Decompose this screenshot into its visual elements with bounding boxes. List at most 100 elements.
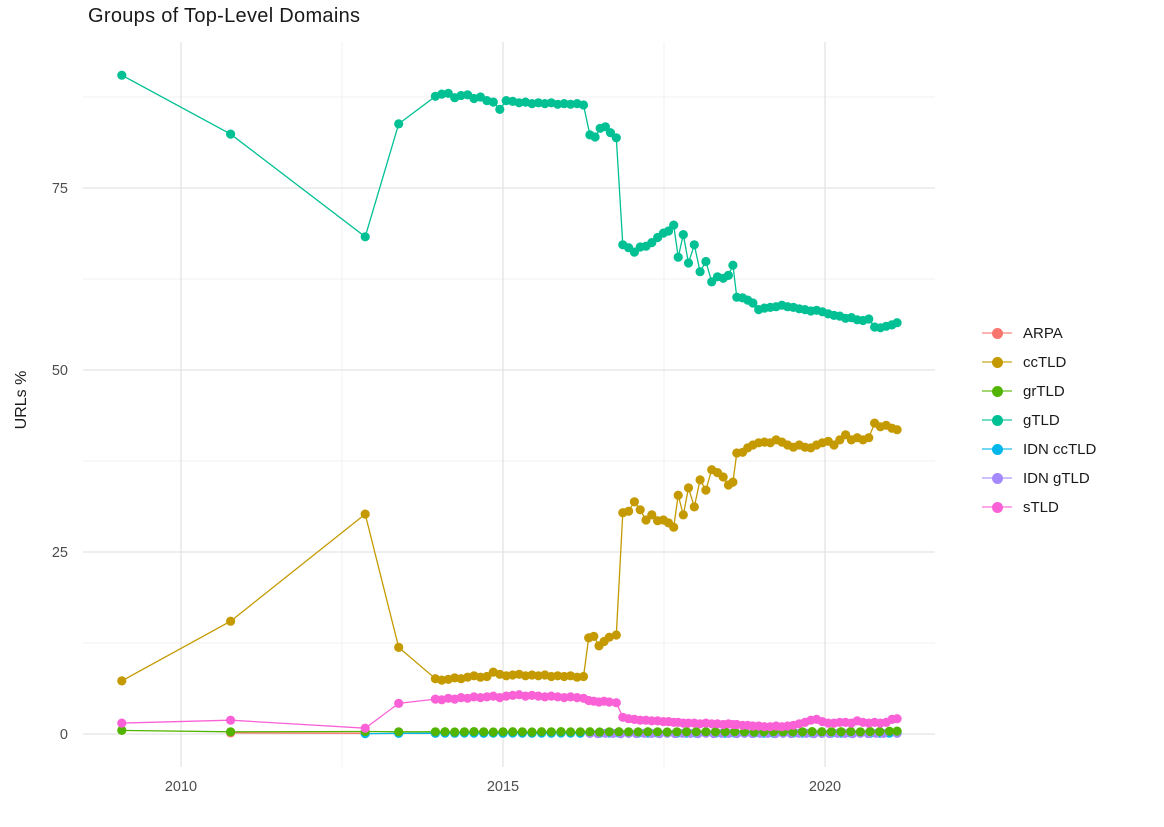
- data-point: [892, 318, 902, 328]
- legend-dot-icon: [992, 415, 1003, 426]
- data-point: [728, 260, 738, 270]
- data-point: [691, 727, 701, 737]
- legend-key-icon: [982, 325, 1012, 341]
- legend-item-arpa: ARPA: [982, 322, 1096, 344]
- legend-label: IDN gTLD: [1023, 469, 1090, 487]
- x-tick-label: 2010: [165, 779, 197, 795]
- legend-dot-icon: [992, 502, 1003, 513]
- data-point: [701, 727, 711, 737]
- data-point: [669, 522, 679, 532]
- x-tick-label: 2020: [809, 779, 841, 795]
- legend-item-gtld: gTLD: [982, 409, 1096, 431]
- data-point: [604, 727, 614, 737]
- data-point: [517, 727, 527, 737]
- data-point: [440, 727, 450, 737]
- data-point: [865, 726, 875, 737]
- data-point: [788, 727, 798, 737]
- data-point: [672, 727, 682, 737]
- data-point: [826, 727, 837, 737]
- data-point: [360, 723, 370, 733]
- data-point: [710, 727, 721, 737]
- legend-key-icon: [982, 354, 1012, 370]
- data-point: [488, 727, 498, 737]
- data-point: [556, 727, 566, 737]
- data-point: [394, 698, 404, 709]
- legend-dot-icon: [992, 328, 1003, 339]
- data-point: [488, 97, 498, 107]
- series-stld: [117, 690, 902, 733]
- data-point: [701, 485, 711, 495]
- y-tick-label: 0: [60, 727, 68, 743]
- data-point: [495, 104, 505, 114]
- series-gtld: [117, 70, 902, 333]
- data-point: [695, 267, 705, 277]
- data-point: [892, 425, 902, 435]
- data-point: [394, 727, 404, 737]
- data-point: [117, 725, 127, 736]
- data-point: [635, 505, 645, 515]
- legend-item-grtld: grTLD: [982, 380, 1096, 402]
- data-point: [585, 727, 595, 737]
- data-point: [479, 727, 489, 737]
- data-point: [689, 502, 699, 512]
- data-point: [807, 727, 817, 737]
- data-point: [537, 727, 547, 737]
- data-point: [681, 727, 692, 737]
- data-point: [469, 727, 479, 737]
- legend-item-idn-cctld: IDN ccTLD: [982, 438, 1096, 460]
- data-point: [701, 256, 711, 267]
- legend-item-idn-gtld: IDN gTLD: [982, 467, 1096, 489]
- data-point: [669, 220, 679, 230]
- data-point: [360, 509, 370, 519]
- legend-item-cctld: ccTLD: [982, 351, 1096, 373]
- data-point: [673, 252, 683, 262]
- data-point: [723, 270, 734, 280]
- data-point: [226, 616, 236, 626]
- legend: ARPA ccTLD grTLD gTLD IDN ccTLD IDN gTLD sTLD: [982, 322, 1096, 525]
- data-point: [647, 510, 657, 520]
- data-point: [683, 483, 694, 493]
- series-cctld: [117, 418, 902, 686]
- data-point: [546, 727, 556, 737]
- data-point: [633, 727, 643, 737]
- y-tick-label: 50: [52, 363, 68, 379]
- data-point: [611, 630, 621, 640]
- data-point: [678, 230, 688, 240]
- legend-key-icon: [982, 412, 1012, 428]
- data-point: [459, 727, 469, 737]
- data-point: [892, 714, 902, 724]
- data-point: [663, 226, 674, 236]
- data-point: [498, 727, 508, 737]
- data-point: [590, 132, 600, 142]
- data-point: [604, 632, 614, 642]
- data-point: [643, 727, 653, 737]
- data-point: [683, 258, 694, 268]
- y-tick-label: 25: [52, 545, 68, 561]
- legend-label: gTLD: [1023, 411, 1060, 429]
- data-point: [226, 129, 236, 139]
- data-point: [430, 727, 440, 737]
- data-point: [864, 433, 874, 443]
- chart-title: Groups of Top-Level Domains: [88, 5, 361, 27]
- legend-key-icon: [982, 383, 1012, 399]
- legend-label: sTLD: [1023, 498, 1059, 516]
- data-point: [836, 727, 846, 737]
- data-point: [689, 240, 699, 250]
- data-point: [624, 506, 634, 516]
- y-tick-label: 75: [52, 181, 68, 197]
- data-point: [527, 727, 537, 737]
- data-point: [117, 70, 127, 80]
- data-point: [695, 475, 705, 485]
- data-point: [226, 727, 236, 737]
- data-point: [797, 727, 808, 737]
- series-arpa: [226, 728, 370, 738]
- data-point: [611, 698, 621, 708]
- data-point: [892, 726, 902, 736]
- data-point: [394, 642, 404, 653]
- data-point: [595, 727, 605, 737]
- legend-dot-icon: [992, 473, 1003, 484]
- data-point: [226, 715, 236, 725]
- legend-item-stld: sTLD: [982, 496, 1096, 518]
- data-point: [720, 727, 730, 737]
